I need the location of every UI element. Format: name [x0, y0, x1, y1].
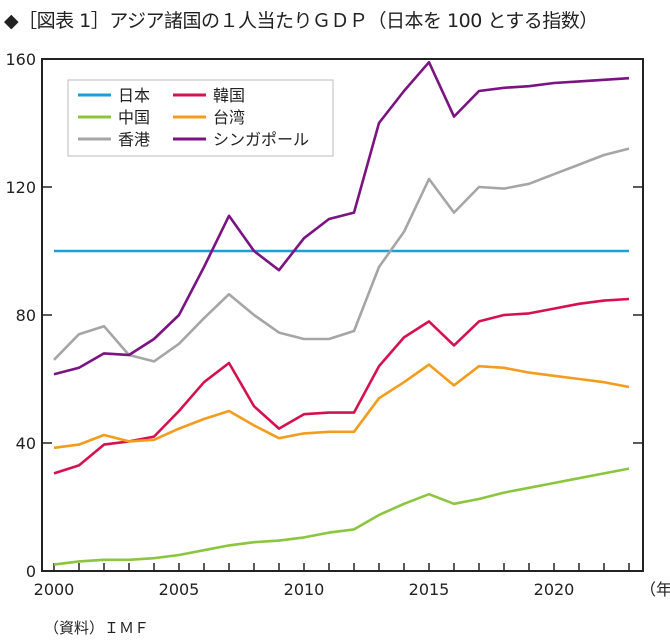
y-tick-label: 160	[5, 50, 36, 69]
series-line-香港	[53, 147, 630, 363]
legend-label: 日本	[118, 86, 150, 105]
legend-label: 韓国	[213, 86, 245, 105]
series-line-台湾	[53, 363, 630, 450]
x-tick-label: 2010	[284, 580, 325, 599]
series-line-シンガポール	[53, 60, 630, 376]
legend-label: シンガポール	[213, 130, 309, 149]
series-line-韓国	[53, 297, 630, 475]
x-tick-label: 2000	[34, 580, 75, 599]
y-tick-label: 40	[16, 434, 36, 453]
x-axis-label: （年）	[640, 580, 670, 599]
legend-label: 香港	[118, 130, 150, 149]
x-tick-label: 2005	[159, 580, 200, 599]
x-tick-label: 2020	[534, 580, 575, 599]
legend-label: 台湾	[213, 108, 245, 127]
y-tick-label: 80	[16, 306, 36, 325]
series-line-中国	[53, 467, 630, 566]
y-tick-label: 0	[26, 562, 36, 581]
source-note: （資料）ＩＭＦ	[44, 619, 150, 637]
chart-title: ◆［図表 1］アジア諸国の１人当たりＧＤＰ（日本を 100 とする指数）	[4, 10, 598, 32]
legend-label: 中国	[118, 108, 150, 127]
y-tick-label: 120	[5, 178, 36, 197]
x-tick-label: 2015	[409, 580, 450, 599]
